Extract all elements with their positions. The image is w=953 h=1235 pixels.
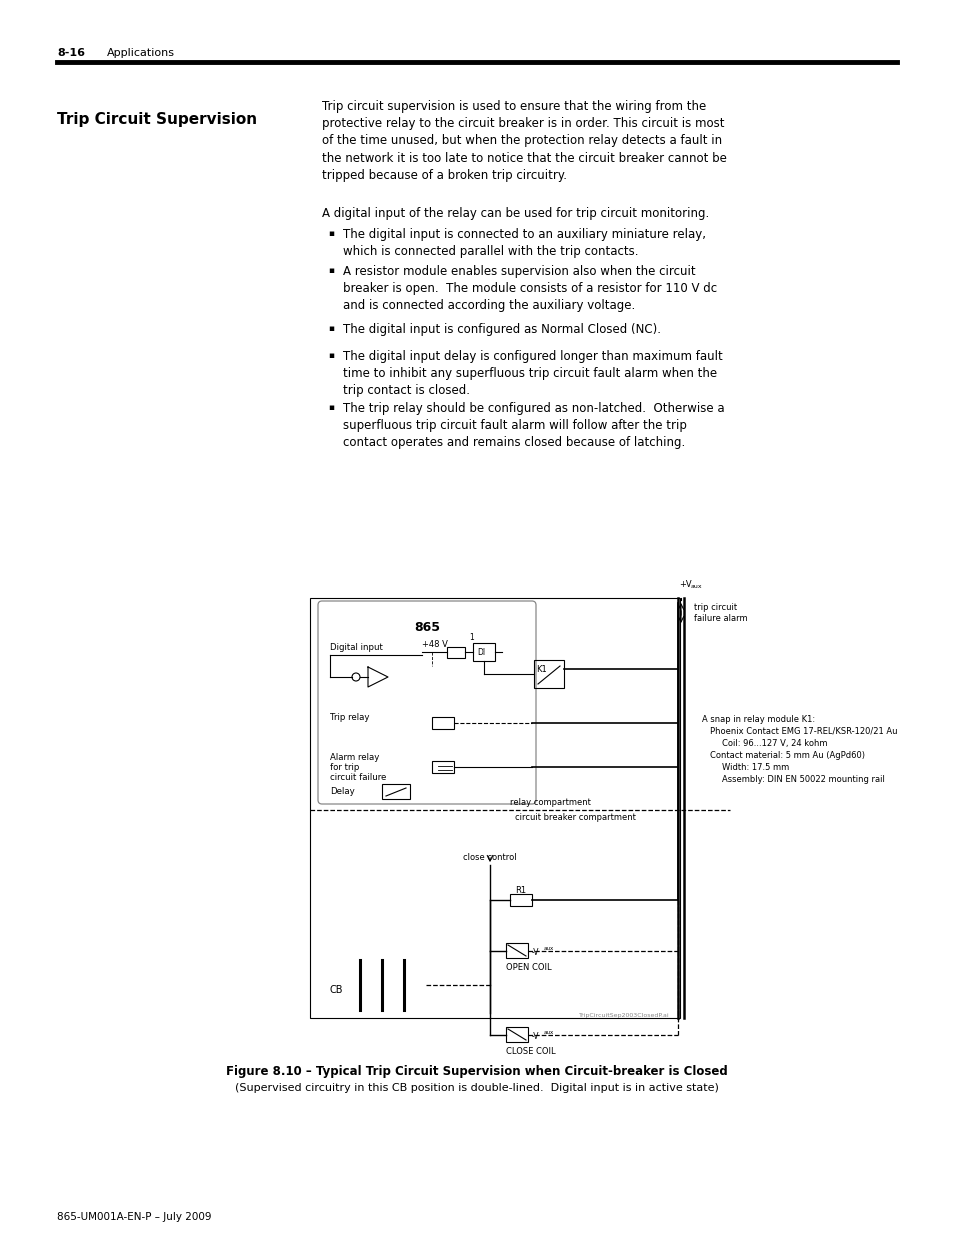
- Text: ▪: ▪: [328, 351, 334, 359]
- Text: The digital input is connected to an auxiliary miniature relay,
which is connect: The digital input is connected to an aux…: [343, 228, 705, 258]
- Text: K1: K1: [536, 664, 546, 674]
- Text: CB: CB: [330, 986, 343, 995]
- Text: for trip: for trip: [330, 763, 359, 772]
- Text: A snap in relay module K1:: A snap in relay module K1:: [701, 715, 814, 724]
- Bar: [432, 718, 454, 729]
- Text: -V: -V: [532, 948, 539, 957]
- Text: DI: DI: [476, 648, 485, 657]
- Text: TripCircuitSep2003ClosedP.ai: TripCircuitSep2003ClosedP.ai: [578, 1013, 669, 1018]
- Text: failure alarm: failure alarm: [693, 614, 747, 622]
- Text: (Supervised circuitry in this CB position is double-lined.  Digital input is in : (Supervised circuitry in this CB positio…: [234, 1083, 719, 1093]
- Text: Coil: 96...127 V, 24 kohm: Coil: 96...127 V, 24 kohm: [721, 739, 826, 748]
- Text: relay compartment: relay compartment: [510, 798, 590, 806]
- Bar: [447, 646, 464, 657]
- Text: 865-UM001A-EN-P – July 2009: 865-UM001A-EN-P – July 2009: [57, 1212, 212, 1221]
- Text: 865: 865: [414, 621, 439, 634]
- Text: The digital input is configured as Normal Closed (NC).: The digital input is configured as Norma…: [343, 324, 660, 336]
- Text: Assembly: DIN EN 50022 mounting rail: Assembly: DIN EN 50022 mounting rail: [721, 776, 884, 784]
- Text: ▪: ▪: [328, 266, 334, 275]
- Text: Delay: Delay: [330, 787, 355, 797]
- Text: Trip circuit supervision is used to ensure that the wiring from the
protective r: Trip circuit supervision is used to ensu…: [322, 100, 726, 182]
- Text: Figure 8.10 – Typical Trip Circuit Supervision when Circuit-breaker is Closed: Figure 8.10 – Typical Trip Circuit Super…: [226, 1065, 727, 1078]
- Text: Contact material: 5 mm Au (AgPd60): Contact material: 5 mm Au (AgPd60): [709, 751, 864, 760]
- Text: ▪: ▪: [328, 324, 334, 333]
- Text: CLOSE COIL: CLOSE COIL: [505, 1047, 555, 1056]
- Text: A resistor module enables supervision also when the circuit
breaker is open.  Th: A resistor module enables supervision al…: [343, 266, 717, 312]
- Bar: [473, 643, 495, 661]
- Text: Width: 17.5 mm: Width: 17.5 mm: [721, 763, 788, 772]
- Bar: [510, 894, 532, 906]
- Text: OPEN COIL: OPEN COIL: [505, 963, 551, 972]
- Text: ▪: ▪: [328, 403, 334, 412]
- Text: A digital input of the relay can be used for trip circuit monitoring.: A digital input of the relay can be used…: [322, 207, 708, 220]
- Text: Trip Circuit Supervision: Trip Circuit Supervision: [57, 112, 257, 127]
- Text: aux: aux: [543, 946, 554, 951]
- Bar: [310, 598, 679, 1018]
- Text: -V: -V: [532, 1032, 539, 1041]
- Text: Phoenix Contact EMG 17-REL/KSR-120/21 Au: Phoenix Contact EMG 17-REL/KSR-120/21 Au: [709, 727, 897, 736]
- Text: circuit breaker compartment: circuit breaker compartment: [515, 813, 636, 823]
- Text: 8-16: 8-16: [57, 48, 85, 58]
- Bar: [505, 944, 527, 958]
- Text: trip circuit: trip circuit: [693, 603, 737, 613]
- Bar: [505, 1028, 527, 1042]
- Text: circuit failure: circuit failure: [330, 773, 386, 782]
- Text: ▪: ▪: [328, 228, 334, 238]
- Text: 1: 1: [469, 634, 474, 642]
- Text: The trip relay should be configured as non-latched.  Otherwise a
superfluous tri: The trip relay should be configured as n…: [343, 403, 724, 450]
- Text: Applications: Applications: [107, 48, 174, 58]
- Text: +48 V: +48 V: [421, 640, 447, 650]
- Text: Digital input: Digital input: [330, 643, 382, 652]
- Text: aux: aux: [690, 584, 702, 589]
- Text: aux: aux: [543, 1030, 554, 1035]
- Text: R1: R1: [515, 885, 526, 895]
- Bar: [534, 659, 563, 688]
- Bar: [432, 761, 454, 773]
- Text: Trip relay: Trip relay: [330, 713, 369, 722]
- Text: Alarm relay: Alarm relay: [330, 753, 379, 762]
- Text: +V: +V: [679, 580, 691, 589]
- Bar: [381, 784, 410, 799]
- Text: close control: close control: [463, 853, 517, 862]
- Text: The digital input delay is configured longer than maximum fault
time to inhibit : The digital input delay is configured lo…: [343, 350, 722, 398]
